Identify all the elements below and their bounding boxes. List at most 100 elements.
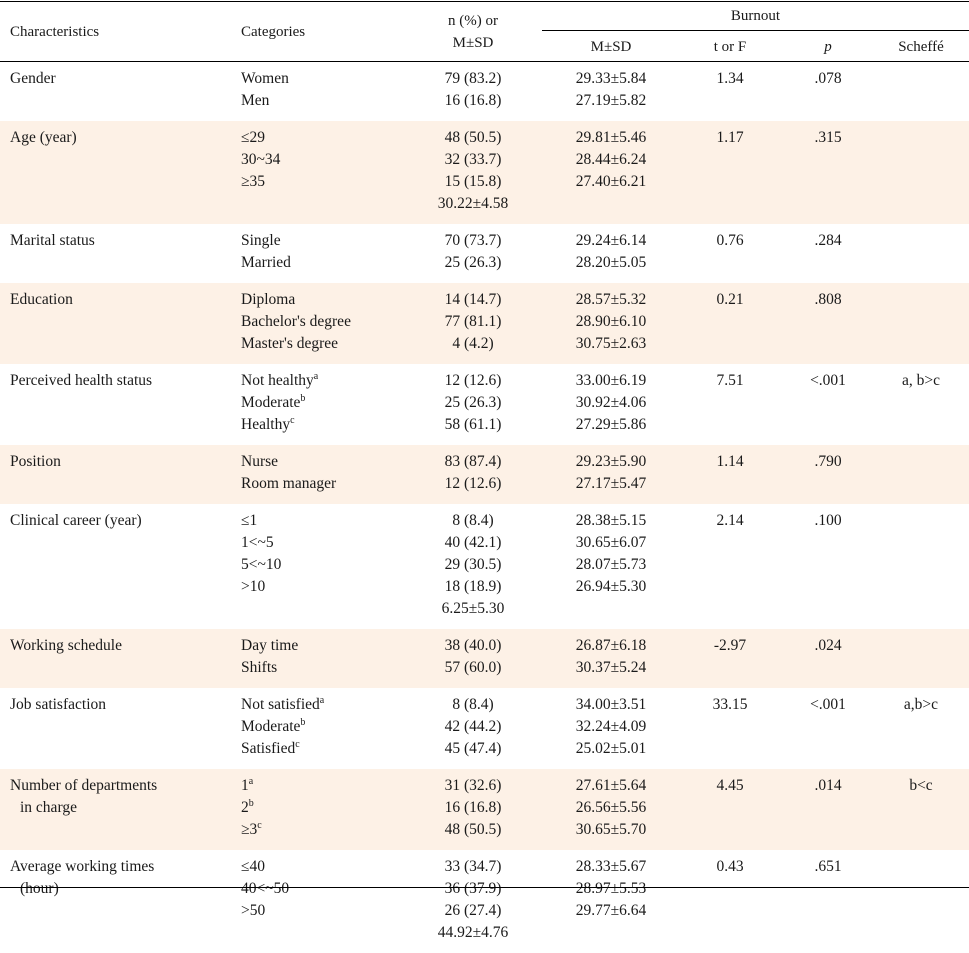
burnout-msd-cell: 27.61±5.64 26.56±5.56 30.65±5.70	[548, 775, 674, 841]
scheffe-cell: a,b>c	[874, 694, 968, 716]
characteristic-cell-line: Job satisfaction	[10, 696, 106, 713]
categories-cell-line: 40<~50	[241, 878, 289, 900]
burnout-msd-cell-line: 29.33±5.84	[575, 70, 647, 87]
categories-cell-line: 30~34	[241, 149, 280, 171]
characteristic-cell: Perceived health status	[10, 370, 152, 392]
burnout-msd-cell-line: 30.75±2.63	[575, 335, 647, 352]
characteristic-cell: Clinical career (year)	[10, 510, 142, 532]
table-row: Job satisfaction Not satisfieda Moderateb S…	[0, 688, 969, 769]
burnout-msd-cell: 28.33±5.67 28.97±5.53 29.77±6.64	[548, 856, 674, 922]
categories-cell-line: Women	[241, 68, 289, 90]
p-value-cell: .315	[782, 127, 874, 149]
t-or-f-cell-line: 7.51	[716, 372, 744, 389]
p-value-cell-line: <.001	[810, 696, 846, 713]
categories-cell-line: ≤1	[241, 510, 281, 532]
scheffe-cell-line: b<c	[909, 777, 933, 794]
categories-cell-line: Moderateb	[241, 716, 324, 738]
n-percent-cell: 70 (73.7) 25 (26.3)	[398, 230, 548, 274]
characteristic-cell-line: Number of departments	[10, 777, 158, 794]
n-percent-cell-line: 25 (26.3)	[444, 254, 502, 271]
burnout-msd-cell-line: 29.81±5.46	[575, 129, 647, 146]
category-label: ≤1	[241, 512, 258, 529]
category-superscript: b	[300, 393, 306, 404]
header-bottom-rule	[0, 61, 969, 62]
p-value-cell: .790	[782, 451, 874, 473]
p-value-cell: .024	[782, 635, 874, 657]
p-value-cell-line: <.001	[810, 372, 846, 389]
burnout-msd-cell-line: 32.24±4.09	[575, 718, 647, 735]
n-percent-cell-line: 38 (40.0)	[444, 637, 502, 654]
n-percent-cell: 12 (12.6) 25 (26.3) 58 (61.1)	[398, 370, 548, 436]
categories-cell-line: Not satisfieda	[241, 694, 324, 716]
n-percent-cell-line: 45 (47.4)	[444, 740, 502, 757]
category-label: 1	[241, 777, 249, 794]
characteristic-cell-line: Perceived health status	[10, 372, 153, 389]
burnout-msd-cell: 33.00±6.19 30.92±4.06 27.29±5.86	[548, 370, 674, 436]
table-row: Number of departments in charge 1a 2b ≥3c 31 …	[0, 769, 969, 850]
p-value-cell: .100	[782, 510, 874, 532]
t-or-f-cell-line: 4.45	[716, 777, 744, 794]
t-or-f-cell-line: 1.34	[716, 70, 744, 87]
category-label: Satisfied	[241, 740, 296, 757]
categories-cell-line: Healthyc	[241, 414, 318, 436]
category-label: Healthy	[241, 416, 291, 433]
table-row: Clinical career (year) ≤1 1<~5 5<~10 >10 8 (8…	[0, 504, 969, 629]
n-percent-cell-line: 14 (14.7)	[444, 291, 502, 308]
characteristic-cell-line: Education	[10, 291, 73, 308]
n-percent-cell-line: 30.22±4.58	[437, 195, 509, 212]
p-value-cell: .014	[782, 775, 874, 797]
p-value-cell-line: .078	[814, 70, 842, 87]
header-t-or-f: t or F	[713, 39, 747, 55]
category-label: Moderate	[241, 394, 301, 411]
t-or-f-cell: 1.17	[678, 127, 782, 149]
categories-cell-line: 1a	[241, 775, 262, 797]
t-or-f-cell-line: -2.97	[713, 637, 747, 654]
characteristic-cell: Education	[10, 289, 73, 311]
n-percent-cell-line: 83 (87.4)	[444, 453, 502, 470]
n-percent-cell-line: 42 (44.2)	[444, 718, 502, 735]
n-percent-cell: 48 (50.5) 32 (33.7) 15 (15.8) 30.22±4.58	[398, 127, 548, 215]
categories-cell-line: ≥35	[241, 171, 280, 193]
categories-cell: Day time Shifts	[241, 635, 298, 679]
burnout-msd-cell-line: 29.24±6.14	[575, 232, 647, 249]
p-value-cell: <.001	[782, 694, 874, 716]
category-label: Women	[241, 70, 289, 87]
categories-cell: Diploma Bachelor's degree Master's degree	[241, 289, 351, 355]
burnout-msd-cell-line: 30.65±6.07	[575, 534, 647, 551]
category-label: ≤40	[241, 858, 266, 875]
burnout-msd-cell-line: 28.20±5.05	[575, 254, 647, 271]
characteristic-cell: Position	[10, 451, 61, 473]
categories-cell-line: 2b	[241, 797, 262, 819]
category-label: >10	[241, 578, 266, 595]
category-label: ≤29	[241, 129, 266, 146]
n-percent-cell-line: 48 (50.5)	[444, 821, 502, 838]
burnout-msd-cell-line: 27.17±5.47	[575, 475, 647, 492]
n-percent-cell: 83 (87.4) 12 (12.6)	[398, 451, 548, 495]
burnout-msd-cell-line: 26.87±6.18	[575, 637, 647, 654]
t-or-f-cell-line: 1.14	[716, 453, 744, 470]
categories-cell-line: Not healthya	[241, 370, 318, 392]
categories-cell: Single Married	[241, 230, 291, 274]
t-or-f-cell: 1.34	[678, 68, 782, 90]
t-or-f-cell-line: 1.17	[716, 129, 744, 146]
header-n-line1: n (%) or	[448, 13, 498, 29]
category-superscript: c	[257, 820, 262, 831]
categories-cell-line: Master's degree	[241, 333, 351, 355]
category-label: Nurse	[241, 453, 279, 470]
n-percent-cell-line: 29 (30.5)	[444, 556, 502, 573]
table-row: Age (year) ≤29 30~34 ≥35 48 (50.5) 32 (33.7) 1…	[0, 121, 969, 224]
burnout-msd-cell-line: 34.00±3.51	[575, 696, 647, 713]
p-value-cell-line: .014	[814, 777, 842, 794]
burnout-rule	[542, 30, 969, 31]
category-label: Not healthy	[241, 372, 314, 389]
burnout-msd-cell-line: 27.29±5.86	[575, 416, 647, 433]
header-characteristics: Characteristics	[10, 24, 100, 40]
scheffe-cell-line: a, b>c	[901, 372, 940, 389]
burnout-msd-cell-line: 26.56±5.56	[575, 799, 647, 816]
burnout-msd-cell-line: 28.33±5.67	[575, 858, 647, 875]
categories-cell: Not satisfieda Moderateb Satisfiedc	[241, 694, 324, 760]
n-percent-cell-line: 44.92±4.76	[437, 924, 509, 941]
p-value-cell-line: .100	[814, 512, 842, 529]
n-percent-cell-line: 57 (60.0)	[444, 659, 502, 676]
n-percent-cell-line: 8 (8.4)	[452, 696, 494, 713]
